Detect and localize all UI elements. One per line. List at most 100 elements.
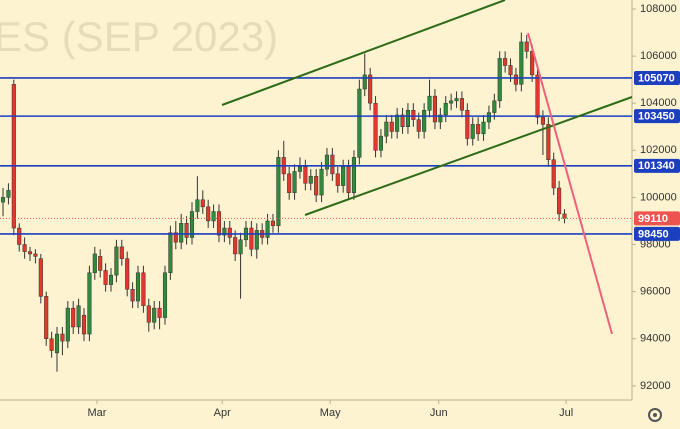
candle-body: [562, 213, 567, 219]
candle-body: [65, 307, 70, 342]
candle-body: [184, 223, 189, 238]
trend-line: [527, 32, 613, 335]
y-tick-label: 98000: [640, 238, 671, 250]
candle-body: [535, 74, 540, 118]
candle-body: [524, 41, 529, 52]
candle-body: [233, 237, 238, 255]
candle-body: [11, 84, 16, 229]
price-label-box: [634, 70, 680, 85]
price-label-box: [634, 211, 680, 226]
candle-body: [503, 58, 508, 66]
candle-body: [216, 211, 222, 236]
x-tick-label: Jul: [559, 407, 573, 419]
candle-body: [49, 338, 54, 351]
candle-body: [130, 289, 135, 302]
candle-body: [454, 98, 459, 102]
y-tick-label: 94000: [640, 333, 671, 345]
x-tick-label: Mar: [87, 407, 106, 419]
settings-icon[interactable]: [648, 408, 662, 422]
candle-body: [108, 274, 114, 285]
candle-body: [384, 121, 389, 137]
candle-body: [330, 154, 335, 175]
candle-body: [341, 166, 346, 186]
candle-body: [551, 159, 556, 189]
candle-body: [189, 211, 195, 238]
candle-body: [71, 307, 76, 328]
y-tick-label: 102000: [640, 144, 677, 156]
candle-body: [141, 272, 146, 307]
y-tick-label: 100000: [640, 191, 677, 203]
candle-body: [157, 307, 162, 318]
candle-body: [400, 114, 405, 127]
candle-body: [481, 121, 486, 135]
candle-body: [432, 95, 437, 123]
x-tick-label: May: [320, 407, 341, 419]
candle-body: [389, 121, 394, 132]
candle-body: [335, 173, 340, 186]
price-label: 98450: [638, 228, 669, 240]
candle-body: [195, 199, 200, 212]
candle-body: [238, 239, 243, 255]
candle-body: [270, 220, 276, 226]
candle-body: [173, 232, 178, 243]
price-label: 105070: [638, 72, 675, 84]
candle-body: [81, 314, 87, 335]
candle-body: [422, 109, 427, 132]
candle-body: [378, 135, 383, 151]
candle-body: [492, 100, 497, 113]
settings-icon[interactable]: [648, 408, 662, 422]
plot-area: [0, 32, 632, 372]
candle-body: [470, 124, 475, 139]
candle-body: [459, 98, 464, 111]
axis-labels: 92000 94000 96000 98000 100000 102000 104000 10…: [87, 3, 680, 419]
candle-body: [265, 220, 270, 238]
candle-body: [135, 272, 141, 302]
candle-body: [206, 206, 211, 222]
y-tick-label: 104000: [640, 97, 677, 109]
price-label: 103450: [638, 111, 675, 123]
candle-body: [125, 258, 130, 290]
candle-body: [557, 187, 562, 215]
trend-line: [304, 96, 633, 216]
candle-body: [38, 258, 43, 297]
candle-body: [92, 253, 97, 274]
price-label: 101340: [638, 160, 675, 172]
candle-body: [254, 230, 259, 250]
x-tick-label: Jun: [430, 407, 448, 419]
candle-body: [324, 154, 330, 170]
candle-body: [411, 109, 416, 120]
candle-body: [168, 232, 173, 274]
candle-body: [351, 157, 357, 193]
y-tick-label: 106000: [640, 50, 677, 62]
candle-body: [368, 74, 373, 104]
chart-title: ES (SEP 2023): [0, 13, 278, 60]
y-tick-label: 96000: [640, 286, 671, 298]
candle-body: [357, 88, 362, 158]
candle-body: [0, 197, 6, 203]
y-tick-label: 108000: [640, 3, 677, 15]
candle-body: [416, 119, 421, 132]
candle-body: [308, 175, 313, 184]
candle-body: [276, 157, 281, 226]
candle-body: [314, 175, 319, 196]
settings-icon-center: [653, 413, 657, 417]
candle-body: [22, 244, 27, 252]
price-label-box: [634, 109, 680, 124]
candle-body: [303, 166, 308, 184]
candle-body: [162, 272, 168, 318]
candle-body: [44, 296, 49, 340]
candle-body: [449, 100, 454, 104]
candle-body: [211, 211, 216, 222]
candle-body: [540, 117, 545, 125]
trend-line: [221, 0, 506, 106]
candle-body: [465, 109, 470, 139]
price-label-box: [634, 158, 680, 173]
candle-body: [103, 270, 108, 285]
candle-body: [427, 95, 432, 111]
candle-body: [292, 171, 297, 193]
candle-body: [6, 190, 11, 198]
candle-body: [373, 102, 378, 151]
candle-body: [27, 251, 33, 255]
